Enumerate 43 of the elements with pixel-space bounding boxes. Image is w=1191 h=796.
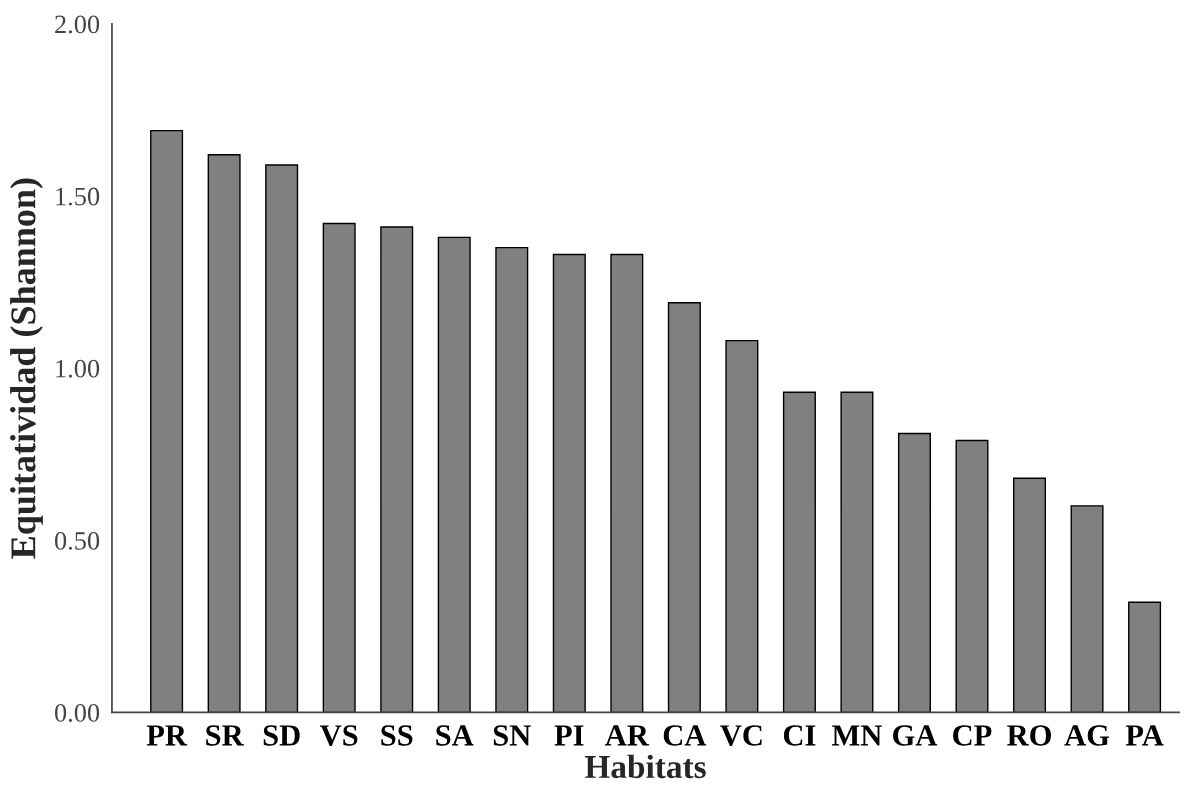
x-tick-label: SS [381, 725, 413, 746]
x-tick-label: VS [320, 725, 358, 746]
bar [1128, 601, 1162, 713]
bar [667, 302, 701, 713]
bar [725, 339, 759, 713]
y-axis-title: Equitatividad (Shannon) [10, 178, 43, 559]
x-tick-label: PA [1125, 725, 1164, 746]
x-tick-label: GA [893, 725, 938, 746]
bar [552, 253, 586, 713]
bar [322, 222, 356, 713]
x-tick-label: SR [206, 725, 244, 746]
bar [840, 391, 874, 713]
bar [380, 226, 414, 713]
x-tick-label: AG [1064, 725, 1110, 746]
x-tick-label: SA [436, 725, 474, 746]
x-tick-label: CI [783, 725, 816, 746]
bar [610, 253, 644, 713]
y-tick-label: 0.50 [54, 531, 100, 550]
y-tick-label: 1.50 [56, 187, 100, 206]
bar [1070, 505, 1104, 713]
y-tick-label: 1.00 [56, 359, 100, 378]
x-tick-label: SD [263, 725, 300, 746]
x-tick-label: PR [146, 725, 188, 746]
bar [495, 246, 529, 713]
bar [437, 236, 471, 713]
x-tick-label: RO [1007, 725, 1051, 746]
bar [897, 432, 931, 713]
bar [207, 154, 241, 713]
bar [1013, 477, 1047, 713]
x-tick-label: VC [720, 725, 762, 746]
bar [265, 164, 299, 713]
x-tick-label: SN [493, 725, 531, 746]
y-tick-label: 2.00 [55, 15, 100, 34]
bar [955, 439, 989, 713]
x-tick-label: AR [605, 725, 650, 746]
y-tick-label: 0.00 [54, 704, 100, 722]
x-tick-label: CP [953, 725, 992, 746]
x-tick-label: PI [554, 725, 584, 746]
bar [150, 129, 184, 713]
x-tick-label: MN [832, 725, 882, 746]
bar [782, 391, 816, 713]
x-tick-label: CA [663, 725, 707, 746]
x-axis-title: Habitats [584, 754, 706, 779]
